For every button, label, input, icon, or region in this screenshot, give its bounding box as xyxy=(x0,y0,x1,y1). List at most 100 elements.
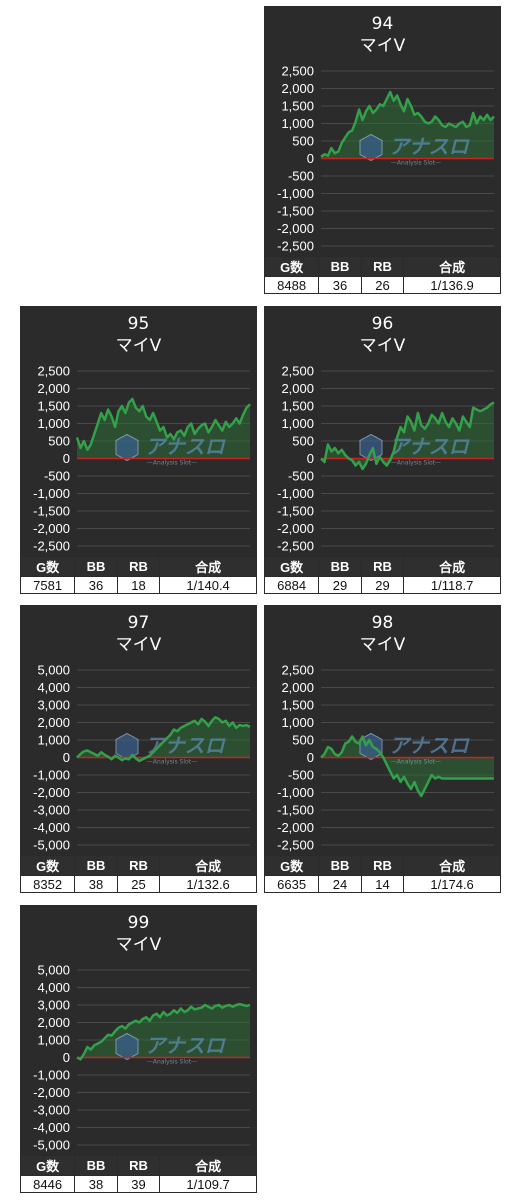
chart-subtitle: マイV xyxy=(360,336,406,356)
y-tick-label: -1,000 xyxy=(277,785,314,800)
stats-header-row: G数 BB RB 合成 xyxy=(263,855,501,876)
chart-subtitle: マイV xyxy=(360,36,406,56)
y-tick-label: -500 xyxy=(44,469,70,484)
y-tick-label: 2,500 xyxy=(281,663,314,678)
y-tick-label: -1,000 xyxy=(277,186,314,201)
chart-title: 98 xyxy=(372,613,394,633)
stats-header-rb: RB xyxy=(116,855,161,876)
watermark-subtext: —Analysis Slot— xyxy=(391,460,441,467)
stats-header-row: G数 BB RB 合成 xyxy=(19,556,257,577)
y-tick-label: -1,000 xyxy=(33,1068,70,1083)
stats-header-rb: RB xyxy=(360,556,405,577)
y-tick-label: 2,500 xyxy=(281,64,314,79)
stats-value-rb: 26 xyxy=(360,276,405,294)
y-tick-label: 2,500 xyxy=(37,364,70,379)
stats-header-rb: RB xyxy=(360,855,405,876)
y-tick-label: 1,500 xyxy=(281,99,314,114)
stats-header-g: G数 xyxy=(19,556,76,577)
chart-title: 99 xyxy=(128,913,150,933)
stats-value-bb: 29 xyxy=(318,576,362,594)
series-line xyxy=(320,90,495,158)
stats-header-g: G数 xyxy=(19,1155,76,1176)
stats-value-gousei: 1/140.4 xyxy=(159,576,257,594)
stats-header-bb: BB xyxy=(74,855,118,876)
stats-header-g: G数 xyxy=(263,855,320,876)
watermark-text: アナスロ xyxy=(145,734,227,758)
y-tick-label: 3,000 xyxy=(37,998,70,1013)
stats-header-rb: RB xyxy=(116,556,161,577)
stats-value-row: 6884 29 29 1/118.7 xyxy=(263,576,501,594)
hexagon-icon xyxy=(115,1032,139,1061)
y-tick-label: 500 xyxy=(48,434,70,449)
stats-value-g: 8446 xyxy=(19,1175,76,1193)
y-tick-label: 2,000 xyxy=(281,680,314,695)
y-tick-label: -2,000 xyxy=(277,820,314,835)
stats-value-g: 8488 xyxy=(263,276,320,294)
y-tick-label: -500 xyxy=(288,469,314,484)
y-tick-label: -2,500 xyxy=(277,539,314,554)
chart-card-99: 99 マイV 5,000 4,000 3,000 2,000 1,000 0 -1,000 -2,… xyxy=(19,905,257,1193)
y-tick-label: 3,000 xyxy=(37,698,70,713)
y-tick-label: -1,000 xyxy=(277,486,314,501)
stats-value-bb: 38 xyxy=(74,875,118,893)
stats-table: G数 BB RB 合成 8352 38 25 1/132.6 xyxy=(19,855,257,893)
watermark-text: アナスロ xyxy=(389,135,471,159)
y-tick-label: 1,000 xyxy=(281,715,314,730)
series-area xyxy=(321,402,494,469)
stats-header-rb: RB xyxy=(116,1155,161,1176)
y-tick-label: 1,500 xyxy=(281,698,314,713)
watermark-text: アナスロ xyxy=(145,1034,227,1058)
y-tick-label: -2,000 xyxy=(33,521,70,536)
y-tick-label: -1,500 xyxy=(277,504,314,519)
series-area xyxy=(77,717,250,761)
chart-panel-bg xyxy=(264,605,501,855)
watermark-subtext: —Analysis Slot— xyxy=(147,460,197,467)
watermark-text: アナスロ xyxy=(145,435,227,459)
stats-header-gousei: 合成 xyxy=(403,256,501,277)
y-tick-label: -2,500 xyxy=(277,838,314,853)
watermark-logo: アナスロ—Analysis Slot— xyxy=(115,1032,227,1066)
stats-table: G数 BB RB 合成 7581 36 18 1/140.4 xyxy=(19,556,257,594)
series-line xyxy=(76,716,251,763)
series-line xyxy=(320,735,494,798)
watermark-logo: アナスロ—Analysis Slot— xyxy=(359,133,471,167)
y-tick-label: -1,500 xyxy=(33,504,70,519)
hexagon-icon xyxy=(359,433,383,462)
y-tick-label: -1,500 xyxy=(277,204,314,219)
stats-value-g: 7581 xyxy=(19,576,76,594)
chart-card-94: 94 マイV 2,500 2,000 1,500 1,000 500 0 -500 -1,000 -… xyxy=(263,6,501,294)
stats-header-gousei: 合成 xyxy=(159,556,257,577)
stats-value-row: 8352 38 25 1/132.6 xyxy=(19,875,257,893)
watermark-subtext: —Analysis Slot— xyxy=(391,160,441,167)
chart-title: 96 xyxy=(372,314,394,334)
stats-value-gousei: 1/118.7 xyxy=(403,576,501,594)
stats-value-g: 6635 xyxy=(263,875,320,893)
stats-table: G数 BB RB 合成 6635 24 14 1/174.6 xyxy=(263,855,501,893)
chart-card-98: 98 マイV 2,500 2,000 1,500 1,000 500 0 -500 -1,000 -… xyxy=(263,605,501,893)
stats-header-gousei: 合成 xyxy=(403,556,501,577)
stats-value-gousei: 1/174.6 xyxy=(403,875,501,893)
stats-header-gousei: 合成 xyxy=(159,1155,257,1176)
watermark-subtext: —Analysis Slot— xyxy=(147,759,197,766)
stats-value-gousei: 1/132.6 xyxy=(159,875,257,893)
hexagon-icon xyxy=(115,433,139,462)
y-tick-label: 1,500 xyxy=(37,399,70,414)
y-tick-label: 5,000 xyxy=(37,663,70,678)
watermark-logo: アナスロ—Analysis Slot— xyxy=(359,433,471,467)
chart-subtitle: マイV xyxy=(116,935,162,955)
stats-header-gousei: 合成 xyxy=(159,855,257,876)
hexagon-icon xyxy=(115,732,139,761)
watermark-logo: アナスロ—Analysis Slot— xyxy=(115,433,227,467)
stats-value-rb: 14 xyxy=(360,875,405,893)
stats-header-row: G数 BB RB 合成 xyxy=(19,855,257,876)
watermark-text: アナスロ xyxy=(389,734,471,758)
y-tick-label: 500 xyxy=(292,434,314,449)
watermark-subtext: —Analysis Slot— xyxy=(391,759,441,766)
stats-header-bb: BB xyxy=(318,556,362,577)
chart-title: 97 xyxy=(128,613,150,633)
stats-header-bb: BB xyxy=(74,556,118,577)
stats-value-rb: 39 xyxy=(116,1175,161,1193)
watermark-logo: アナスロ—Analysis Slot— xyxy=(115,732,227,766)
